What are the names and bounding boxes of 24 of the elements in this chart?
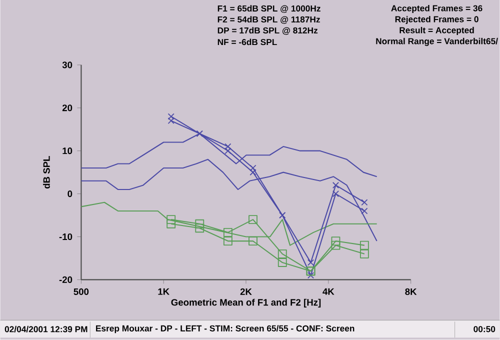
x-tick-label: 4K [322, 288, 334, 295]
text: Result = Accepted [400, 27, 474, 36]
y-tick-label: 30 [62, 62, 72, 68]
y-tick-label: 10 [62, 148, 72, 154]
text: Esrep Mouxar - DP - LEFT - STIM: Screen 65/55 - CONF: Screen [96, 325, 354, 334]
x-axis-title: Geometric Mean of F1 and F2 [Hz] [171, 299, 321, 308]
text: Rejected Frames = 0 [395, 16, 478, 24]
x-tick-label: 500 [74, 288, 89, 296]
x-tick-label: 1K [158, 288, 170, 295]
y-tick-label: 20 [62, 104, 72, 112]
text: DP = 17dB SPL @ 812Hz [218, 27, 318, 35]
y-tick-label: 0 [68, 190, 72, 198]
text: 02/04/2001 12:39 PM [4, 326, 88, 333]
text: NF = -6dB SPL [218, 38, 277, 46]
y-tick-label: -10 [59, 234, 72, 240]
x-tick-label: 8K [405, 288, 417, 296]
text: Accepted Frames = 36 [391, 5, 482, 14]
text: F1 = 65dB SPL @ 1000Hz [218, 5, 320, 13]
text: Normal Range = Vanderbilt65/ [376, 38, 498, 46]
y-tick-label: -20 [59, 276, 72, 284]
x-tick-label: 2K [240, 288, 252, 296]
y-axis-title: dB SPL [43, 156, 50, 189]
text: 00:50 [474, 326, 496, 332]
text: F2 = 54dB SPL @ 1187Hz [218, 16, 320, 24]
